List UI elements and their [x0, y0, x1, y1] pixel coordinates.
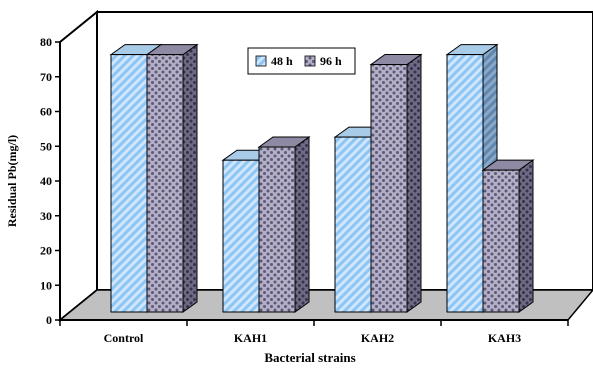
x-axis-title: Bacterial strains — [264, 350, 355, 365]
bar-front — [446, 54, 484, 313]
bar-side — [518, 159, 534, 313]
y-tick-label: 40 — [40, 174, 52, 188]
bar-front — [482, 169, 520, 313]
y-tick-label: 80 — [40, 35, 52, 49]
bar-front — [370, 64, 408, 313]
y-tick-label: 0 — [46, 313, 52, 327]
y-tick-label: 70 — [40, 70, 52, 84]
legend-swatch-96h — [304, 55, 316, 67]
bar-96h-KAH3 — [481, 159, 535, 313]
bar-96h-KAH2 — [369, 53, 423, 313]
bar-96h-KAH1 — [257, 136, 311, 313]
bar-front — [334, 136, 372, 313]
legend-label-96h: 96 h — [320, 54, 342, 68]
x-tick-label: KAH3 — [488, 331, 521, 345]
bar-side — [294, 136, 310, 313]
y-axis-title: Residual Pb(mg/l) — [5, 135, 19, 227]
bar-side — [182, 43, 198, 313]
y-tick-label: 20 — [40, 244, 52, 258]
x-axis: Control KAH1 KAH2 KAH3 — [59, 319, 569, 345]
y-tick-label: 60 — [40, 105, 52, 119]
bar-front — [110, 54, 148, 313]
legend-label-48h: 48 h — [271, 54, 293, 68]
legend-swatch-48h — [255, 55, 267, 67]
x-tick-label: Control — [104, 331, 144, 345]
legend: 48 h 96 h — [247, 47, 356, 75]
bar-front — [222, 159, 260, 313]
x-tick-label: KAH2 — [361, 331, 394, 345]
y-axis: 0 10 20 30 40 50 60 70 80 — [40, 35, 61, 327]
side-wall — [59, 9, 98, 323]
y-tick-label: 30 — [40, 209, 52, 223]
bar-96h-Control — [145, 43, 199, 313]
bar-front — [146, 54, 184, 313]
bars — [109, 43, 535, 313]
x-tick-label: KAH1 — [234, 331, 267, 345]
bar-front — [258, 146, 296, 313]
y-tick-label: 50 — [40, 139, 52, 153]
bar-side — [406, 53, 422, 313]
y-tick-label: 10 — [40, 278, 52, 292]
